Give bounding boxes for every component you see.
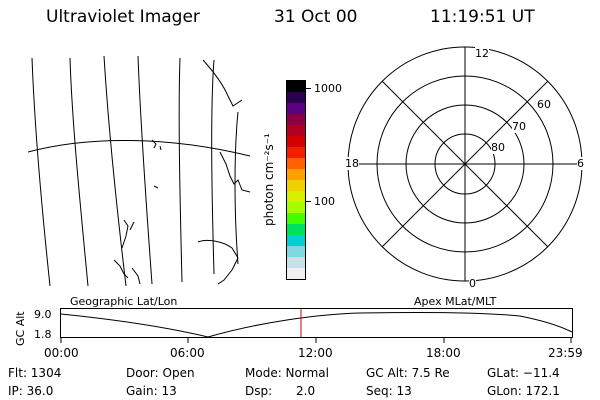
colorbar-tick xyxy=(306,88,311,89)
dsp-label: Dsp: xyxy=(245,384,273,398)
colorbar-segment xyxy=(287,103,305,114)
meridian-line xyxy=(137,55,153,285)
altitude-chart-frame xyxy=(60,308,573,338)
date-label: 31 Oct 00 xyxy=(274,7,358,27)
meridian-line xyxy=(31,57,51,287)
colorbar-segment xyxy=(287,92,305,103)
sequence-value: Seq: 13 xyxy=(366,384,412,398)
coastline xyxy=(202,59,243,107)
colorbar-tick-label-1000: 1000 xyxy=(314,82,342,95)
colorbar-segment xyxy=(287,246,305,257)
meridian-line xyxy=(69,57,89,287)
colorbar-segment xyxy=(287,213,305,224)
dsp-value: 2.0 xyxy=(296,384,316,398)
colorbar-segment xyxy=(287,125,305,136)
coastline xyxy=(121,219,135,249)
meridian-line xyxy=(103,55,127,287)
parallel-line xyxy=(28,140,251,157)
mlat-label-80: 80 xyxy=(491,141,505,154)
apex-plot-label: Apex MLat/MLT xyxy=(414,295,497,308)
x-tick-label-0000: 00:00 xyxy=(44,346,79,360)
colorbar-segment xyxy=(287,114,305,125)
colorbar-segment xyxy=(287,191,305,202)
x-tick-label-0600: 06:00 xyxy=(170,346,205,360)
x-tick-label-1800: 18:00 xyxy=(426,346,461,360)
colorbar-segment xyxy=(287,224,305,235)
colorbar-segment xyxy=(287,147,305,158)
meridian-line xyxy=(211,59,215,275)
x-tick-label-1200: 12:00 xyxy=(298,346,333,360)
colorbar-segment xyxy=(287,169,305,180)
meridian-line xyxy=(234,111,239,265)
altitude-chart xyxy=(60,308,573,343)
gc-altitude: GC Alt: 7.5 Re xyxy=(366,366,450,380)
coastline xyxy=(113,259,141,285)
geo-latitude: GLat: −11.4 xyxy=(487,366,560,380)
coastline xyxy=(197,239,239,285)
mlt-label-12: 12 xyxy=(475,47,489,60)
door-status: Door: Open xyxy=(126,366,195,380)
colorbar xyxy=(286,80,306,280)
geographic-map-label: Geographic Lat/Lon xyxy=(70,295,178,308)
altitude-tick-bottom: 1.8 xyxy=(34,328,52,341)
time-label: 11:19:51 UT xyxy=(430,7,535,27)
geo-longitude: GLon: 172.1 xyxy=(487,384,560,398)
colorbar-segment xyxy=(287,268,305,279)
colorbar-segment xyxy=(287,257,305,268)
colorbar-tick-label-100: 100 xyxy=(314,195,335,208)
mlt-label-0: 0 xyxy=(469,277,476,290)
meridian-line xyxy=(178,57,183,283)
mlt-label-6: 6 xyxy=(577,157,584,170)
coastline xyxy=(153,185,159,189)
ip-value: IP: 36.0 xyxy=(8,384,54,398)
colorbar-tick xyxy=(306,201,311,202)
mlt-label-18: 18 xyxy=(345,157,359,170)
imager-title: Ultraviolet Imager xyxy=(46,7,200,27)
altitude-curve xyxy=(60,311,573,338)
polar-mlt-plot xyxy=(347,46,583,282)
polar-axis-diagonal xyxy=(381,80,549,248)
colorbar-segment xyxy=(287,136,305,147)
gain-value: Gain: 13 xyxy=(126,384,177,398)
coastline xyxy=(219,151,251,193)
colorbar-segment xyxy=(287,235,305,246)
colorbar-segment xyxy=(287,158,305,169)
mlat-label-70: 70 xyxy=(512,120,526,133)
altitude-axis-label: GC Alt xyxy=(14,311,27,346)
flight-number: Flt: 1304 xyxy=(8,366,62,380)
colorbar-segment xyxy=(287,180,305,191)
altitude-tick-top: 9.0 xyxy=(34,308,52,321)
x-tick-label-2359: 23:59 xyxy=(548,346,583,360)
mlat-label-60: 60 xyxy=(537,98,551,111)
colorbar-segment xyxy=(287,81,305,92)
coastline xyxy=(151,139,162,151)
geographic-map xyxy=(28,55,251,287)
mode-value: Mode: Normal xyxy=(245,366,329,380)
colorbar-segment xyxy=(287,202,305,213)
